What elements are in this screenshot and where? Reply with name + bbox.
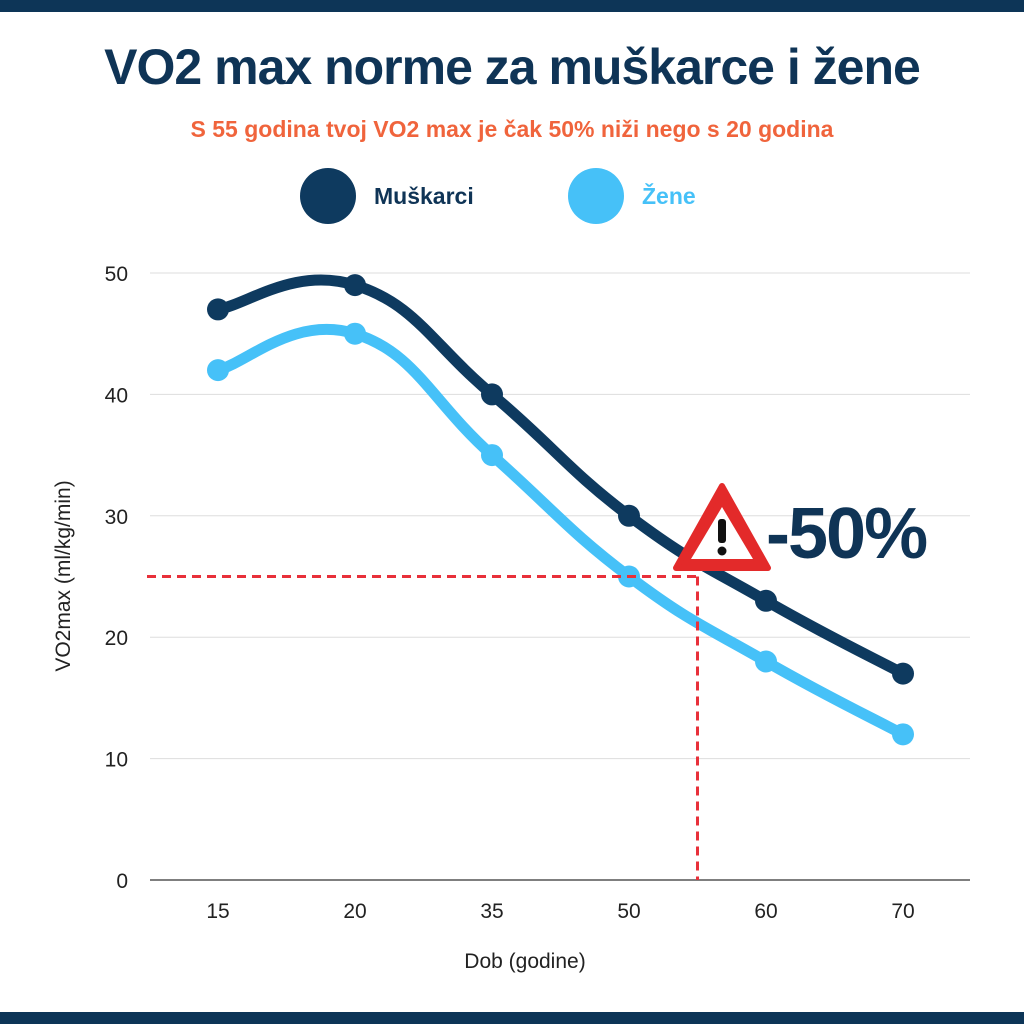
data-point-women (207, 359, 229, 382)
x-tick-label: 15 (206, 900, 229, 923)
y-tick-label: 40 (105, 384, 128, 407)
y-tick-label: 0 (116, 870, 128, 893)
data-point-men (618, 504, 640, 527)
warning-exclamation-bar (718, 519, 726, 543)
y-axis-title: VO2max (ml/kg/min) (52, 480, 75, 671)
data-point-women (481, 444, 503, 467)
data-point-women (344, 322, 366, 345)
warning-triangle-icon (673, 483, 771, 571)
top-border (0, 0, 1024, 12)
x-axis-title: Dob (godine) (464, 950, 585, 973)
data-point-men (481, 383, 503, 406)
x-tick-label: 50 (617, 900, 640, 923)
legend-marker-men (300, 168, 356, 224)
legend-marker-women (568, 168, 624, 224)
data-point-men (344, 274, 366, 297)
x-tick-label: 70 (891, 900, 914, 923)
legend-label-men: Muškarci (374, 182, 474, 209)
data-point-women (892, 723, 914, 746)
chart-subtitle: S 55 godina tvoj VO2 max je čak 50% niži… (190, 116, 834, 142)
legend-item-men: Muškarci (300, 168, 474, 224)
data-point-men (755, 589, 777, 612)
x-tick-label: 20 (343, 900, 366, 923)
y-tick-label: 50 (105, 263, 128, 286)
y-tick-label: 10 (105, 749, 128, 772)
series-line-women (212, 323, 909, 740)
y-tick-label: 20 (105, 627, 128, 650)
data-point-men (892, 662, 914, 685)
bottom-border (0, 1012, 1024, 1024)
series-line-men (212, 274, 909, 680)
annotation-text: -50% (766, 494, 927, 574)
data-point-women (755, 650, 777, 673)
legend-label-women: Žene (642, 182, 696, 209)
warning-exclamation-dot (717, 546, 727, 556)
data-point-men (207, 298, 229, 321)
legend-item-women: Žene (568, 168, 696, 224)
x-tick-label: 35 (480, 900, 503, 923)
chart-title: VO2 max norme za muškarce i žene (104, 39, 921, 95)
y-tick-label: 30 (105, 506, 128, 529)
x-tick-label: 60 (754, 900, 777, 923)
